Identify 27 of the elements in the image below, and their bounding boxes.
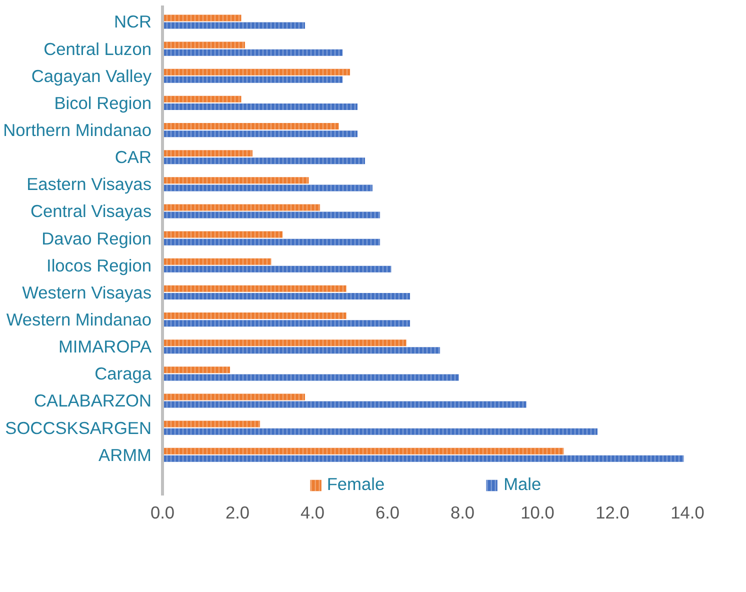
y-tick-label: Western Mindanao	[6, 310, 152, 330]
legend-label: Female	[326, 474, 385, 495]
legend-label: Male	[504, 474, 542, 495]
y-tick-label: Cagayan Valley	[31, 66, 152, 86]
y-tick-label: CAR	[114, 147, 152, 168]
y-tick-label: Central Luzon	[44, 38, 152, 59]
x-tick-label: 6.0	[375, 502, 400, 522]
x-tick-label: 0.0	[150, 502, 175, 522]
x-tick-label: 14.0	[670, 502, 704, 522]
y-tick-label: Northern Mindanao	[3, 120, 152, 140]
y-tick-label: Bicol Region	[54, 92, 152, 113]
y-tick-label: ARMM	[98, 444, 152, 465]
y-tick-label: Davao Region	[42, 228, 152, 248]
y-tick-label: CALABARZON	[34, 390, 152, 411]
x-tick-label: 12.0	[596, 502, 630, 522]
y-tick-label: Eastern Visayas	[26, 174, 152, 194]
y-tick-label: SOCCSKSARGEN	[5, 418, 152, 438]
y-tick-label: Ilocos Region	[46, 255, 152, 276]
y-tick-label: MIMAROPA	[58, 336, 152, 357]
y-tick-label: Central Visayas	[30, 201, 152, 222]
x-tick-label: 4.0	[300, 502, 325, 522]
x-tick-label: 8.0	[450, 502, 475, 522]
x-tick-label: 2.0	[225, 502, 250, 522]
y-tick-label: Caraga	[94, 364, 152, 384]
y-tick-label: NCR	[114, 12, 152, 32]
y-tick-label: Western Visayas	[22, 282, 152, 302]
x-tick-label: 10.0	[520, 502, 554, 522]
